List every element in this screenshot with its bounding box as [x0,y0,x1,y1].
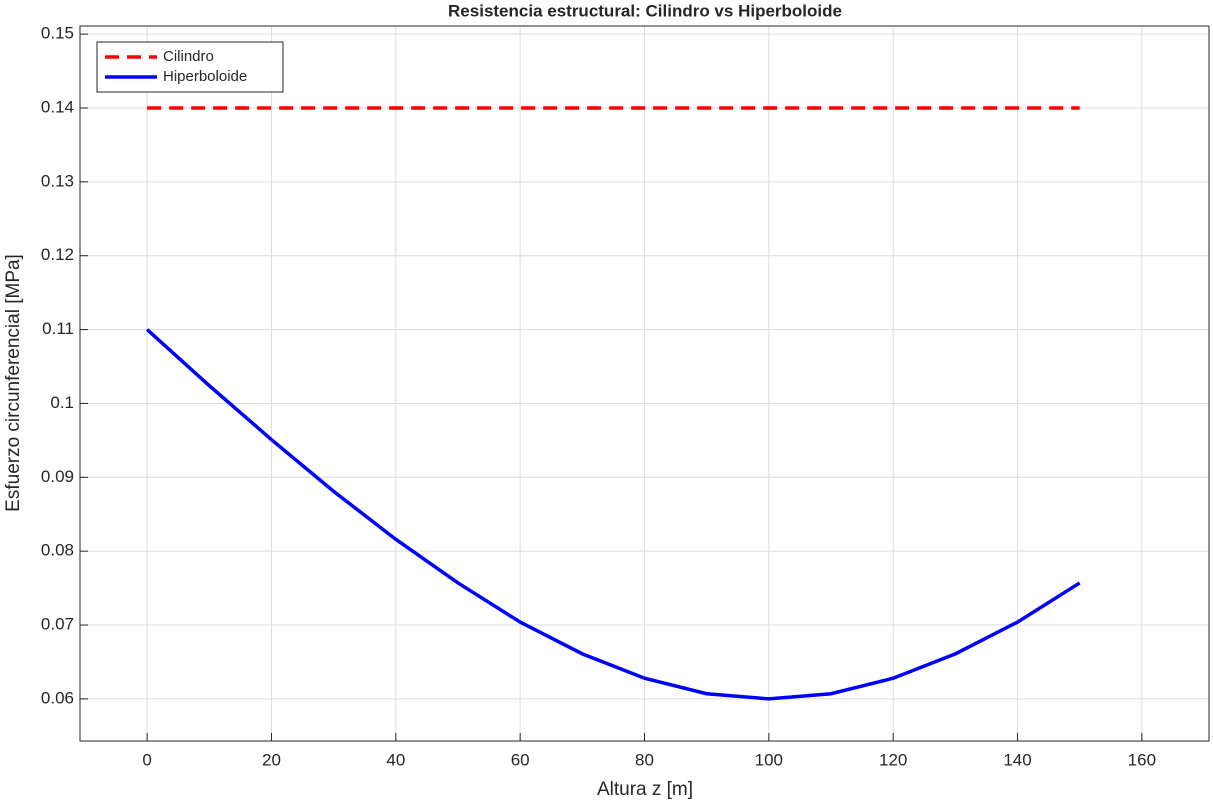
y-tick-label: 0.07 [41,615,74,634]
x-tick-label: 80 [635,750,654,769]
legend-box [96,41,284,93]
legend-label: Hiperboloide [163,68,247,85]
y-tick-label: 0.11 [42,319,74,338]
x-tick-label: 100 [755,750,783,769]
y-tick-label: 0.14 [41,97,74,116]
y-axis-label: Esfuerzo circunferencial [MPa] [3,254,24,512]
x-tick-label: 0 [142,750,151,769]
chart-title: Resistencia estructural: Cilindro vs Hip… [448,1,842,20]
y-tick-label: 0.08 [41,541,74,560]
x-tick-label: 20 [262,750,281,769]
y-tick-label: 0.13 [41,171,74,190]
plot-frame [79,25,1210,742]
y-tick-label: 0.15 [41,24,74,43]
legend-label: Cilindro [163,48,214,65]
series-line [145,328,1081,701]
x-tick-label: 120 [879,750,907,769]
x-tick-label: 140 [1003,750,1031,769]
y-tick-label: 0.09 [41,467,74,486]
y-tick-label: 0.06 [41,688,74,707]
x-tick-label: 40 [386,750,405,769]
x-axis-label: Altura z [m] [597,779,693,800]
y-tick-label: 0.1 [50,393,74,412]
y-tick-label: 0.12 [41,245,74,264]
x-tick-label: 160 [1128,750,1156,769]
x-tick-label: 60 [511,750,530,769]
